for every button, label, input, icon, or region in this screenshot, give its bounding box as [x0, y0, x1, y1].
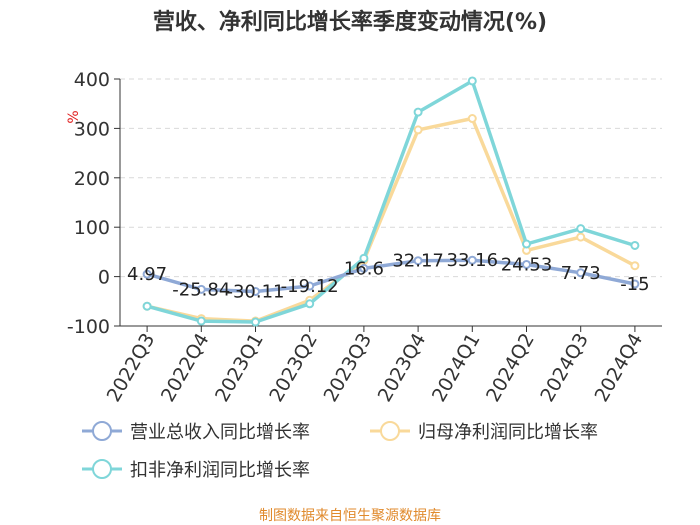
series-point: [142, 301, 152, 311]
y-tick-label: 0: [98, 267, 110, 289]
legend-marker: [92, 421, 112, 441]
legend-label: 营业总收入同比增长率: [130, 422, 310, 443]
y-axis-unit: %: [66, 110, 82, 123]
data-label: -15: [620, 274, 649, 295]
y-axis: -100 0 100 200 300 400: [67, 69, 121, 338]
x-tick-label: 2023Q4: [374, 330, 431, 406]
series-point: [413, 256, 423, 266]
series-layer: [142, 76, 640, 327]
series-point: [467, 114, 477, 124]
y-tick-label: 300: [74, 118, 110, 140]
data-label: -19.12: [281, 276, 339, 297]
data-label: 4.97: [127, 264, 167, 285]
y-tick-label: 200: [74, 168, 110, 190]
series-line-1: [145, 258, 637, 294]
legend-marker: [92, 459, 112, 479]
series-point: [413, 125, 423, 135]
series-point: [467, 76, 477, 86]
series-point: [251, 317, 260, 327]
x-tick-label: 2024Q1: [428, 330, 485, 406]
series-point: [196, 284, 206, 294]
data-label: 7.73: [561, 263, 601, 284]
legend-label: 归母净利润同比增长率: [418, 422, 598, 443]
series-point: [576, 224, 586, 234]
x-tick-label: 2023Q3: [319, 330, 376, 406]
data-label: 24.53: [501, 254, 553, 275]
x-tick-label: 2022Q4: [157, 330, 214, 406]
series-point: [251, 286, 260, 296]
x-tick-label: 2023Q2: [265, 330, 322, 406]
series-point: [522, 259, 531, 269]
series-point: [305, 281, 315, 291]
series-point: [142, 269, 152, 279]
series-point: [359, 253, 369, 263]
series-point: [467, 255, 477, 265]
x-tick-label: 2024Q4: [590, 330, 647, 406]
series-point: [359, 263, 369, 273]
series-point: [196, 316, 206, 326]
series-point: [630, 279, 640, 289]
y-tick-label: -100: [67, 316, 110, 338]
x-tick-label: 2023Q1: [211, 330, 268, 406]
y-tick-label: 400: [74, 69, 110, 91]
source-note: 制图数据来自恒生聚源数据库: [259, 508, 441, 524]
x-axis: 2022Q32022Q42023Q12023Q22023Q32023Q42024…: [103, 325, 662, 406]
chart-title: 营收、净利同比增长率季度变动情况(%): [153, 9, 547, 35]
series-point: [522, 239, 531, 249]
x-tick-label: 2024Q3: [536, 330, 593, 406]
y-tick-label: 100: [74, 217, 110, 239]
series-point: [413, 107, 423, 117]
x-tick-label: 2024Q2: [482, 330, 539, 406]
data-label: 32.17: [392, 251, 444, 272]
series-point: [305, 299, 315, 309]
series-point: [630, 261, 640, 271]
data-label: 16.6: [344, 258, 384, 279]
data-label: -25.84: [172, 279, 230, 300]
series-point: [576, 232, 586, 242]
data-label: 33.16: [447, 250, 499, 271]
series-point: [630, 240, 640, 250]
legend-marker: [380, 421, 400, 441]
series-line-3: [145, 79, 637, 324]
series-point: [576, 268, 586, 278]
data-label: -30.11: [226, 281, 284, 302]
legend-label: 扣非净利润同比增长率: [130, 460, 310, 481]
x-tick-label: 2022Q3: [103, 330, 160, 406]
